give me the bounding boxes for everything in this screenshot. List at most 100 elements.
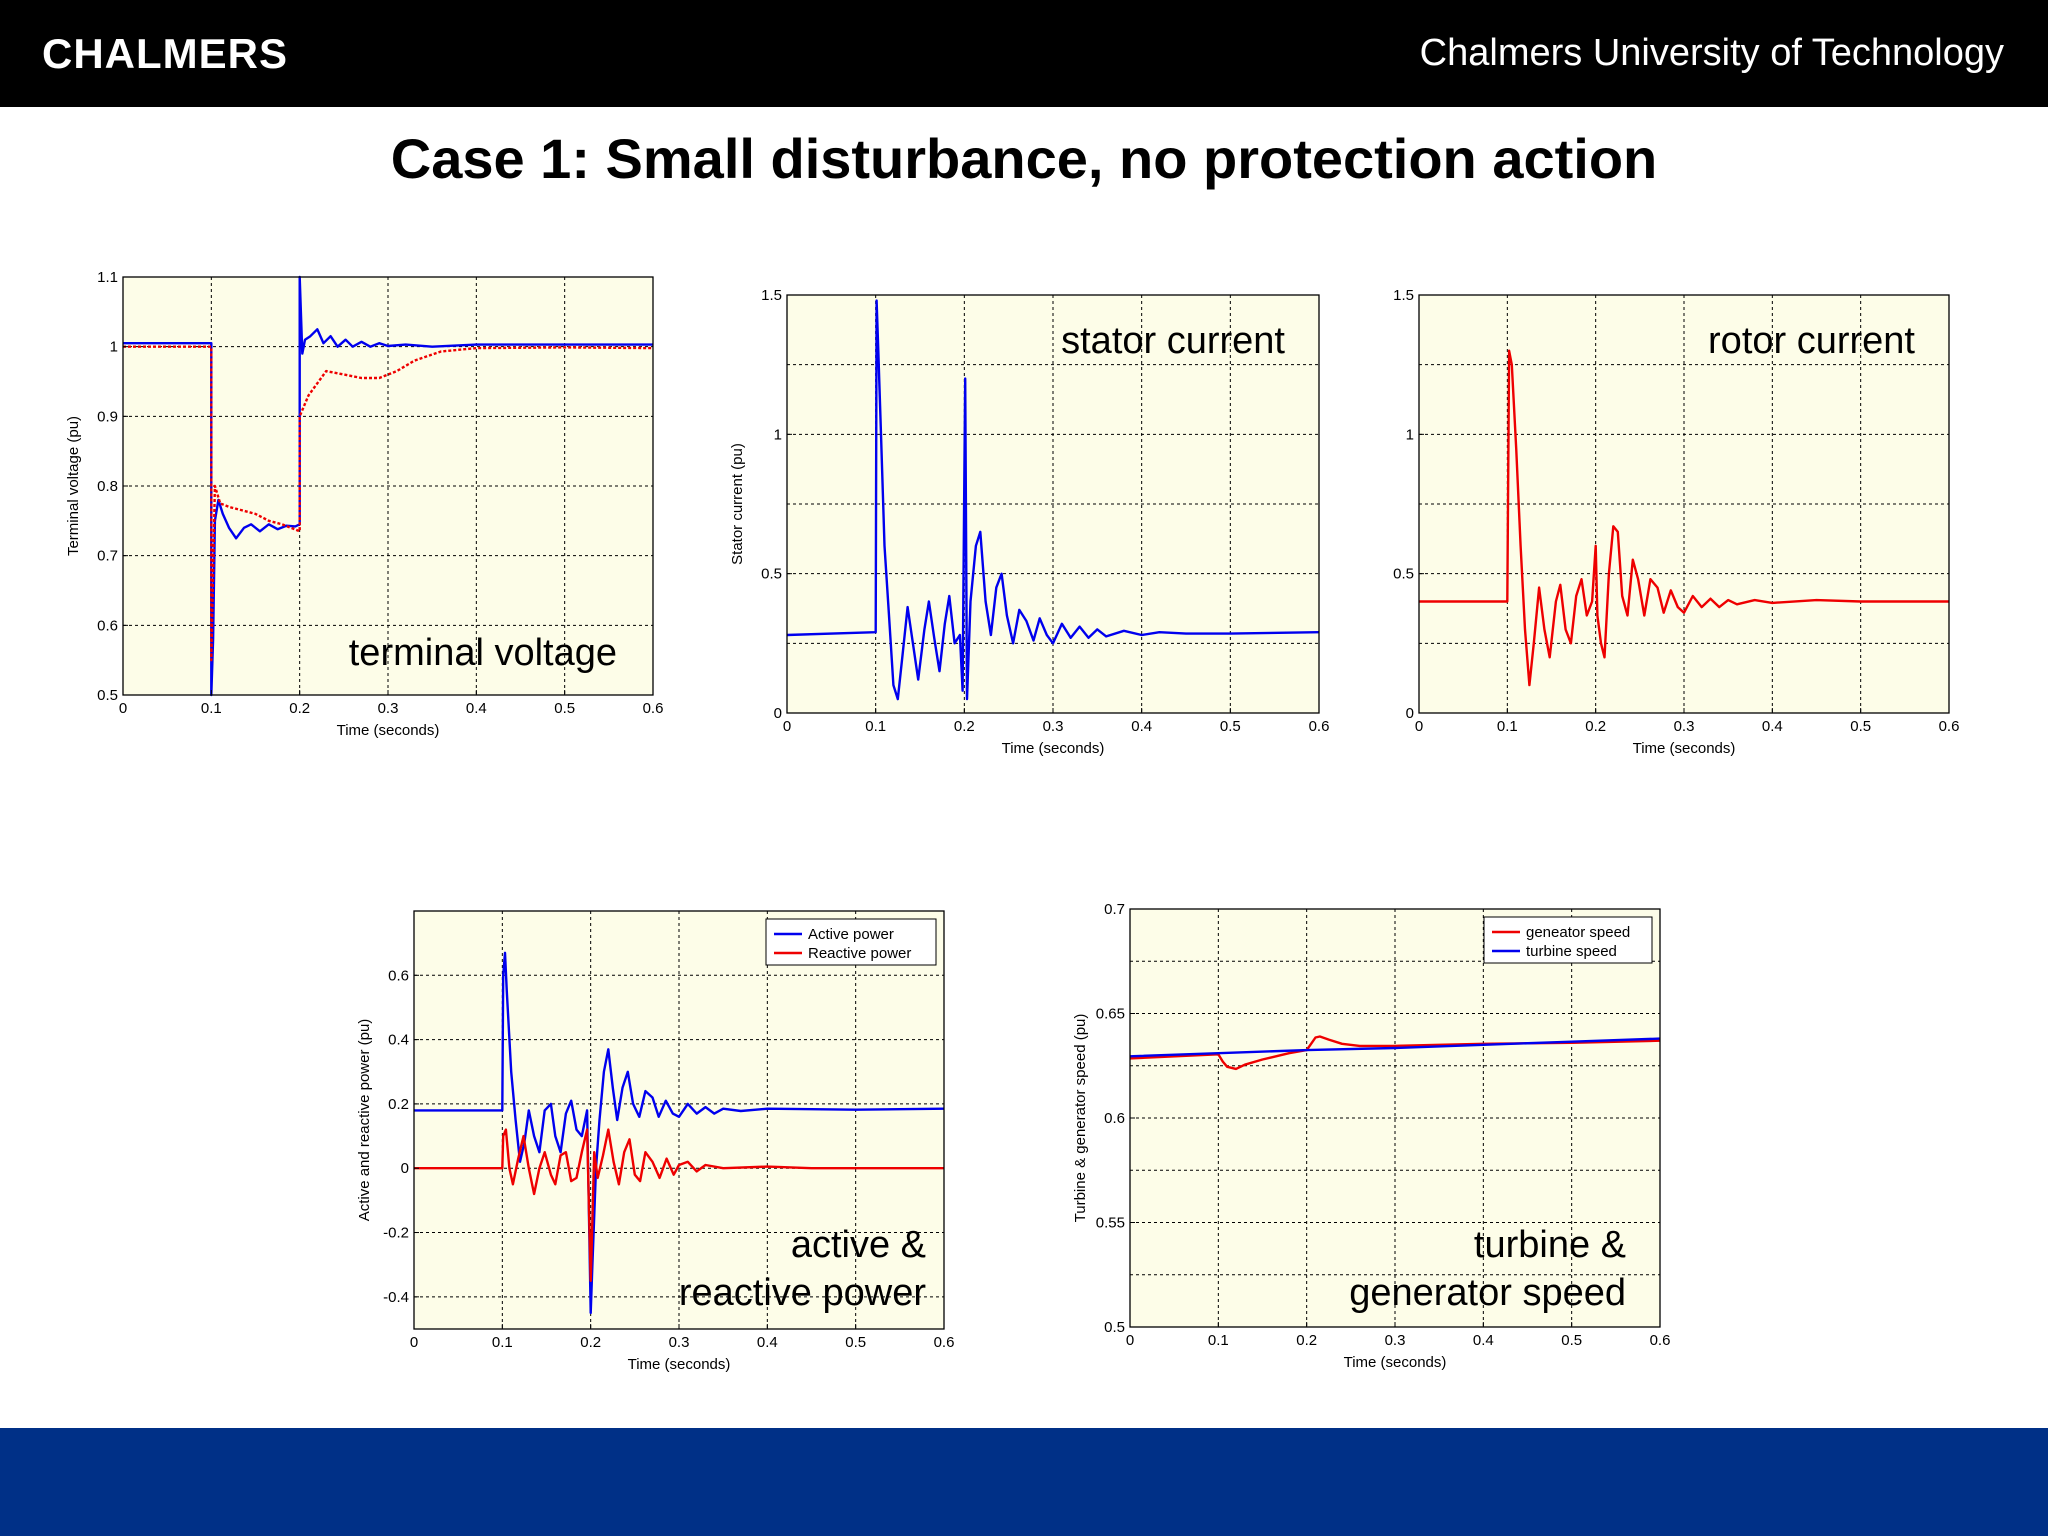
x-tick-label: 0 bbox=[119, 700, 127, 717]
x-tick-label: 0.1 bbox=[201, 700, 222, 717]
y-tick-label: 1.5 bbox=[761, 287, 782, 304]
y-tick-label: 1 bbox=[110, 339, 118, 356]
x-tick-label: 0.1 bbox=[1208, 1332, 1229, 1349]
y-axis-label: Terminal voltage (pu) bbox=[65, 416, 82, 556]
x-tick-label: 0.3 bbox=[1674, 718, 1695, 735]
x-tick-label: 0.3 bbox=[1043, 718, 1064, 735]
chart-annotation: stator current bbox=[1061, 320, 1285, 362]
x-tick-label: 0.6 bbox=[1939, 718, 1960, 735]
series-line-1 bbox=[1129, 1035, 1661, 1071]
x-tick-label: 0.3 bbox=[669, 1334, 690, 1351]
x-tick-label: 0.6 bbox=[934, 1334, 955, 1351]
chart-annotation: rotor current bbox=[1708, 320, 1915, 362]
y-tick-label: 0.5 bbox=[1393, 566, 1414, 583]
terminal-voltage-chart: 0 0.1 0.2 0.3 0.4 0.5 0.6 0.5 0.6 0.7 0.8 0.9 1 1.1 Ti… bbox=[65, 269, 664, 739]
x-tick-label: 0 bbox=[410, 1334, 418, 1351]
y-tick-label: 0.9 bbox=[97, 408, 118, 425]
x-tick-label: 0.1 bbox=[492, 1334, 513, 1351]
y-tick-label: 1 bbox=[1406, 426, 1414, 443]
legend-box bbox=[765, 918, 937, 966]
chalmers-logo: CHALMERS bbox=[42, 30, 288, 77]
y-tick-label: 0.4 bbox=[388, 1032, 409, 1049]
x-axis-label: Time (seconds) bbox=[1002, 740, 1105, 757]
y-tick-label: 0.7 bbox=[97, 548, 118, 565]
series-line-1 bbox=[123, 275, 653, 697]
x-tick-label: 0.4 bbox=[1762, 718, 1783, 735]
x-tick-label: 0.1 bbox=[865, 718, 886, 735]
y-tick-label: 0.5 bbox=[1104, 1319, 1125, 1336]
y-tick-label: 1.5 bbox=[1393, 287, 1414, 304]
legend-box bbox=[1483, 916, 1653, 964]
x-tick-label: 0 bbox=[1415, 718, 1423, 735]
y-tick-label: 0.65 bbox=[1096, 1006, 1125, 1023]
active-reactive-power-chart: 0 0.1 0.2 0.3 0.4 0.5 0.6 -0.4 -0.2 0 0.2 0.4 0.6 Tim… bbox=[356, 910, 955, 1373]
x-tick-label: 0.4 bbox=[757, 1334, 778, 1351]
chart-annotation: generator speed bbox=[1349, 1272, 1626, 1314]
series-line-1 bbox=[786, 299, 1320, 701]
y-tick-label: 1 bbox=[774, 426, 782, 443]
x-tick-label: 0.2 bbox=[289, 700, 310, 717]
x-tick-label: 0.2 bbox=[1585, 718, 1606, 735]
x-tick-label: 0.5 bbox=[1220, 718, 1241, 735]
x-tick-label: 0.2 bbox=[580, 1334, 601, 1351]
x-tick-label: 0.4 bbox=[1131, 718, 1152, 735]
rotor-current-chart: 0 0.1 0.2 0.3 0.4 0.5 0.6 0 0.5 1 1.5 Time (seconds… bbox=[1393, 287, 1960, 757]
turbine-generator-speed-chart: 0 0.1 0.2 0.3 0.4 0.5 0.6 0.5 0.55 0.6 0.65 0.7 Time… bbox=[1072, 901, 1671, 1371]
footer-bar bbox=[0, 1428, 2048, 1536]
x-tick-label: 0.1 bbox=[1497, 718, 1518, 735]
x-axis-label: Time (seconds) bbox=[1633, 740, 1736, 757]
legend-label: geneator speed bbox=[1526, 924, 1630, 941]
y-tick-label: 0 bbox=[774, 705, 782, 722]
y-tick-label: 1.1 bbox=[97, 269, 118, 286]
y-tick-label: 0.7 bbox=[1104, 901, 1125, 918]
legend-label: turbine speed bbox=[1526, 943, 1617, 960]
y-tick-label: -0.2 bbox=[383, 1225, 409, 1242]
x-tick-label: 0 bbox=[1126, 1332, 1134, 1349]
x-tick-label: 0.2 bbox=[954, 718, 975, 735]
y-tick-label: -0.4 bbox=[383, 1289, 409, 1306]
chart-annotation: terminal voltage bbox=[349, 632, 617, 674]
y-axis-label: Turbine & generator speed (pu) bbox=[1072, 1014, 1089, 1223]
legend-label: Reactive power bbox=[808, 945, 911, 962]
y-tick-label: 0.5 bbox=[97, 687, 118, 704]
y-tick-label: 0.6 bbox=[1104, 1110, 1125, 1127]
y-tick-label: 0.6 bbox=[388, 967, 409, 984]
series-line-2 bbox=[1129, 1037, 1661, 1058]
x-tick-label: 0.4 bbox=[1473, 1332, 1494, 1349]
chart-annotation: turbine & bbox=[1474, 1224, 1626, 1266]
y-tick-label: 0.8 bbox=[97, 478, 118, 495]
x-tick-label: 0.5 bbox=[845, 1334, 866, 1351]
x-tick-label: 0.4 bbox=[466, 700, 487, 717]
series-line-2 bbox=[414, 1128, 944, 1282]
chart-annotation: reactive power bbox=[679, 1272, 926, 1314]
chart-annotation: active & bbox=[791, 1224, 926, 1266]
x-tick-label: 0.3 bbox=[1385, 1332, 1406, 1349]
x-axis-label: Time (seconds) bbox=[337, 722, 440, 739]
y-axis-label: Active and reactive power (pu) bbox=[356, 1019, 373, 1222]
x-tick-label: 0.2 bbox=[1296, 1332, 1317, 1349]
y-tick-label: 0.5 bbox=[761, 566, 782, 583]
series-line-1 bbox=[414, 951, 945, 1315]
x-tick-label: 0.6 bbox=[1309, 718, 1330, 735]
legend-label: Active power bbox=[808, 926, 894, 943]
slide-title: Case 1: Small disturbance, no protection… bbox=[390, 127, 1658, 190]
x-tick-label: 0.3 bbox=[378, 700, 399, 717]
x-tick-label: 0.5 bbox=[1561, 1332, 1582, 1349]
stator-current-chart: 0 0.1 0.2 0.3 0.4 0.5 0.6 0 0.5 1 1.5 Time (seconds… bbox=[729, 287, 1330, 757]
y-tick-label: 0.55 bbox=[1096, 1215, 1125, 1232]
header-bar: CHALMERS Chalmers University of Technolo… bbox=[0, 0, 2048, 107]
x-tick-label: 0.5 bbox=[1850, 718, 1871, 735]
y-tick-label: 0 bbox=[401, 1160, 409, 1177]
x-tick-label: 0.6 bbox=[1650, 1332, 1671, 1349]
x-tick-label: 0.6 bbox=[643, 700, 664, 717]
y-tick-label: 0.6 bbox=[97, 617, 118, 634]
x-axis-label: Time (seconds) bbox=[628, 1356, 731, 1373]
y-axis-label: Stator current (pu) bbox=[729, 443, 746, 565]
university-name: Chalmers University of Technology bbox=[1419, 32, 2004, 74]
x-tick-label: 0 bbox=[783, 718, 791, 735]
y-tick-label: 0 bbox=[1406, 705, 1414, 722]
x-tick-label: 0.5 bbox=[554, 700, 575, 717]
series-line-1 bbox=[1419, 349, 1949, 687]
x-axis-label: Time (seconds) bbox=[1344, 1354, 1447, 1371]
y-tick-label: 0.2 bbox=[388, 1096, 409, 1113]
